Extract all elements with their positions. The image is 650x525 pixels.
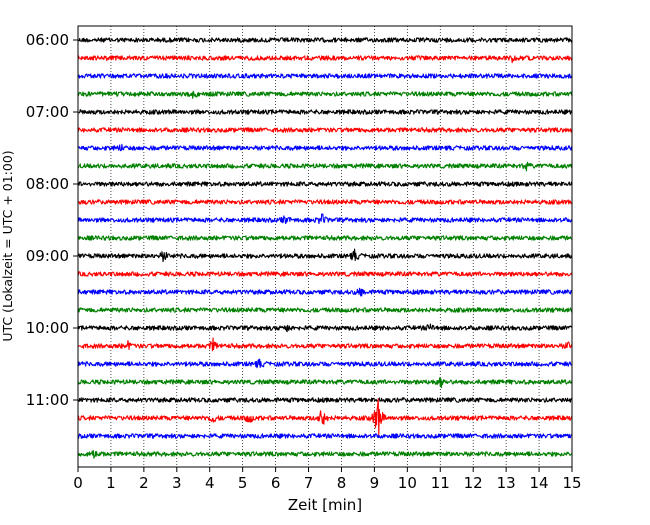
trace-line-0930 [77, 287, 573, 297]
trace-line-1100 [77, 397, 573, 403]
trace-line-0900 [77, 248, 573, 263]
x-tick-label: 15 [562, 474, 581, 492]
x-tick-label: 14 [530, 474, 549, 492]
x-tick-label: 5 [238, 474, 248, 492]
trace-line-0715 [77, 127, 573, 133]
x-tick-label: 1 [106, 474, 116, 492]
y-tick-label: 08:00 [26, 175, 69, 193]
x-tick-label: 0 [73, 474, 83, 492]
plot-frame [77, 25, 573, 468]
trace-line-0830 [77, 213, 573, 225]
trace-line-0800 [77, 181, 573, 187]
x-tick-label: 11 [431, 474, 450, 492]
x-tick-label: 9 [370, 474, 380, 492]
x-axis-ticks: 0 1 2 3 4 5 6 7 8 9 10 11 12 13 14 15 [73, 467, 582, 492]
trace-line-0745 [77, 161, 573, 172]
x-tick-label: 6 [271, 474, 281, 492]
y-axis-ticks: 06:00 07:00 08:00 09:00 10:00 11:00 [26, 31, 78, 409]
trace-line-0600 [77, 37, 573, 43]
trace-line-1030 [77, 358, 573, 369]
x-tick-label: 8 [337, 474, 347, 492]
y-tick-label: 07:00 [26, 103, 69, 121]
y-tick-label: 10:00 [26, 319, 69, 337]
x-tick-label: 4 [205, 474, 215, 492]
y-tick-label: 06:00 [26, 31, 69, 49]
trace-line-1045 [77, 377, 573, 389]
trace-line-0815 [77, 199, 573, 205]
x-axis-label: Zeit [min] [288, 496, 362, 514]
trace-line-0915 [77, 271, 573, 277]
x-tick-label: 2 [139, 474, 149, 492]
y-tick-label: 09:00 [26, 247, 69, 265]
trace-line-0645 [77, 90, 573, 99]
trace-line-1000 [77, 323, 573, 333]
x-tick-label: 13 [497, 474, 516, 492]
trace-line-0630 [77, 73, 573, 79]
x-tick-label: 10 [398, 474, 417, 492]
trace-line-0845 [77, 235, 573, 241]
x-tick-label: 12 [464, 474, 483, 492]
trace-line-0945 [77, 307, 573, 313]
y-tick-label: 11:00 [26, 391, 69, 409]
trace-line-0730 [77, 143, 573, 152]
trace-line-0700 [77, 109, 573, 115]
trace-line-1115 [77, 398, 573, 436]
trace-series [77, 37, 573, 459]
trace-line-1130 [77, 433, 573, 439]
y-axis-label: UTC (Lokalzeit = UTC + 01:00) [0, 150, 15, 341]
x-tick-label: 3 [172, 474, 182, 492]
trace-line-1145 [77, 450, 573, 459]
x-tick-label: 7 [304, 474, 314, 492]
trace-line-1015 [77, 337, 573, 352]
trace-line-0615 [77, 55, 573, 64]
